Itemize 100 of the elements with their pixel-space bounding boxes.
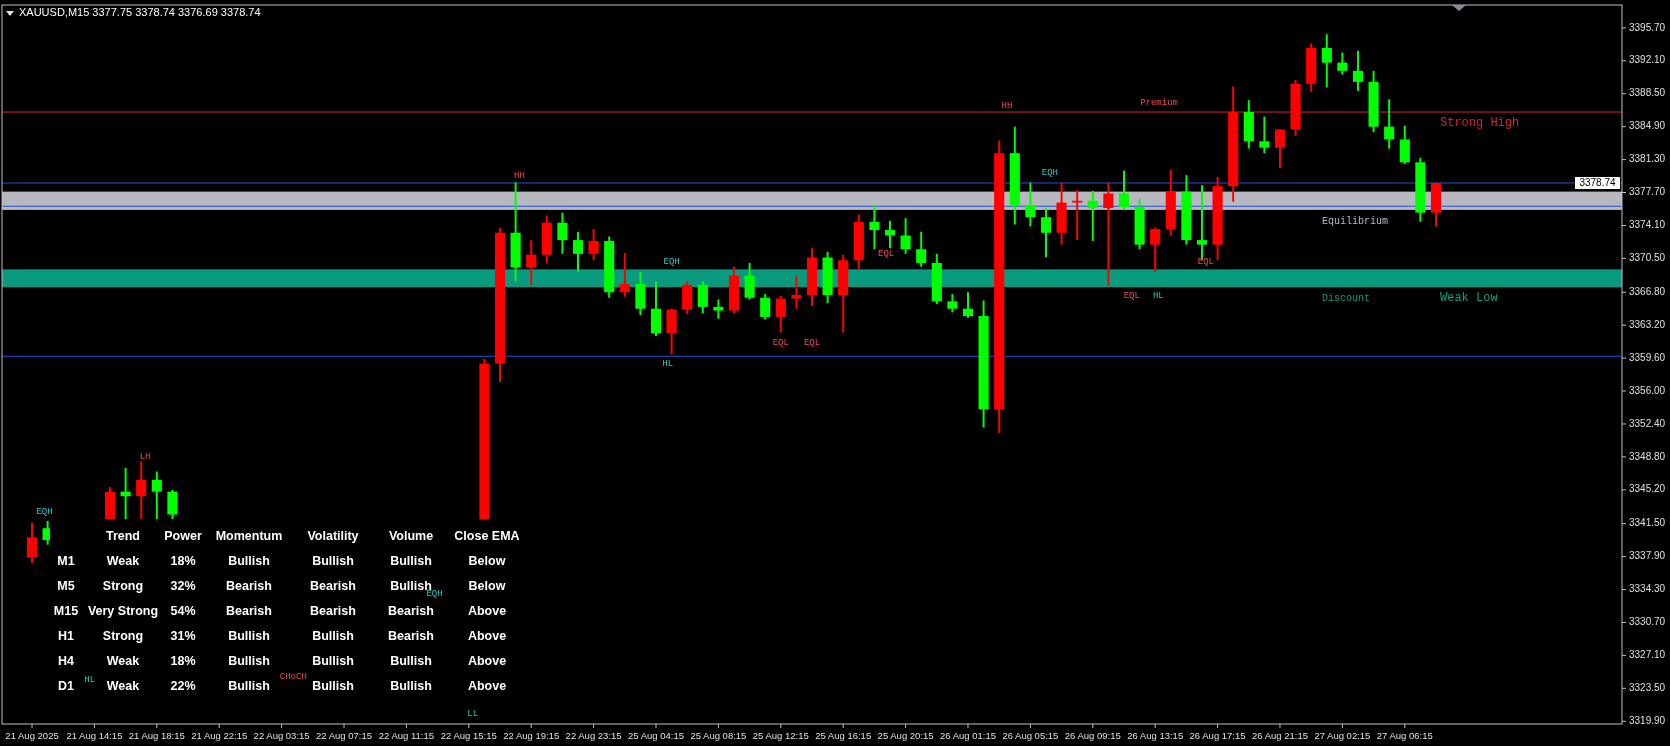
annotation: 18%: [170, 554, 196, 569]
annotation: LH: [139, 452, 151, 463]
candlestick: [572, 230, 584, 274]
annotation: 22%: [170, 679, 196, 694]
candlestick: [1118, 169, 1130, 211]
annotation: CHoCH: [279, 672, 307, 683]
annotation: LL: [467, 709, 479, 720]
y-tick-label: 3330.70: [1629, 616, 1666, 628]
candlestick: [1040, 207, 1052, 259]
candlestick: [697, 280, 708, 315]
x-tick-label: 25 Aug 08:15: [690, 730, 747, 741]
candlestick: [775, 294, 786, 334]
x-tick-label: 25 Aug 20:15: [877, 730, 934, 741]
candlestick: [1274, 128, 1286, 169]
annotation: D1: [58, 679, 75, 694]
y-tick-label: 3359.60: [1629, 351, 1666, 363]
y-tick-label: 3348.80: [1629, 450, 1666, 462]
candlestick: [760, 293, 771, 321]
y-tick-label: 3392.10: [1629, 54, 1666, 66]
annotation: HL: [84, 675, 96, 686]
annotation: Bearish: [310, 579, 356, 594]
annotation: EQH: [426, 589, 443, 600]
y-tick-label: 3384.90: [1629, 120, 1666, 132]
candlestick: [1103, 181, 1114, 287]
x-tick-label: 26 Aug 01:15: [939, 730, 996, 741]
x-tick-label: 26 Aug 21:15: [1251, 730, 1308, 741]
candlestick: [666, 307, 677, 356]
annotation: Bearish: [388, 604, 434, 619]
y-tick-label: 3370.50: [1629, 252, 1666, 264]
y-tick-label: 3327.10: [1629, 649, 1666, 661]
x-tick-label: 27 Aug 06:15: [1376, 730, 1433, 741]
candlestick: [1399, 124, 1410, 166]
band-label: Equilibrium: [1322, 215, 1389, 227]
candlestick: [1337, 51, 1348, 76]
candlestick: [947, 293, 958, 314]
annotation: Volatility: [307, 529, 359, 544]
chart-title: XAUUSD,M15 3377.75 3378.74 3376.69 3378.74: [19, 6, 261, 18]
annotation: Premium: [1140, 98, 1178, 109]
y-tick-label: 3356.00: [1629, 384, 1666, 396]
annotation: HL: [662, 359, 674, 370]
annotation: 31%: [170, 629, 196, 644]
x-tick-label: 26 Aug 05:15: [1002, 730, 1059, 741]
y-tick-label: 3363.20: [1629, 318, 1666, 330]
annotation: HH: [514, 171, 525, 182]
annotation: Bullish: [312, 654, 354, 669]
y-tick-label: 3377.70: [1629, 186, 1666, 198]
candlestick: [136, 460, 147, 521]
candlestick: [791, 274, 802, 310]
annotation: Below: [468, 554, 506, 569]
annotation: Volume: [388, 529, 434, 544]
candlestick: [167, 488, 178, 521]
annotation: Power: [164, 529, 202, 544]
band-label: Discount: [1322, 292, 1371, 304]
annotation: H1: [58, 629, 75, 644]
x-tick-label: 22 Aug 15:15: [440, 730, 497, 741]
annotation: EQL: [772, 338, 789, 349]
annotation: M1: [57, 554, 75, 569]
annotation: 3378.74: [1579, 176, 1617, 188]
annotation: Very Strong: [87, 604, 159, 619]
x-tick-label: 21 Aug 18:15: [128, 730, 185, 741]
candlestick: [1025, 181, 1036, 228]
annotation: H4: [58, 654, 75, 669]
y-tick-label: 3345.20: [1629, 483, 1666, 495]
candlestick: [588, 228, 599, 262]
annotation: Above: [467, 604, 507, 619]
annotation: Bullish: [390, 654, 432, 669]
x-tick-label: 22 Aug 19:15: [503, 730, 560, 741]
annotation: HL: [1152, 291, 1164, 302]
candlestick: [1259, 115, 1270, 155]
ref-line-label: Strong High: [1440, 116, 1520, 131]
annotation: 18%: [170, 654, 196, 669]
annotation: EQL: [1123, 291, 1140, 302]
x-tick-label: 21 Aug 2025: [5, 730, 59, 741]
candlestick: [1087, 189, 1098, 243]
candlestick: [713, 298, 724, 320]
annotation: Bullish: [228, 679, 270, 694]
x-tick-label: 25 Aug 12:15: [752, 730, 809, 741]
candlestick: [916, 230, 927, 268]
annotation: Below: [468, 579, 506, 594]
y-tick-label: 3352.40: [1629, 417, 1666, 429]
candlestick: [1150, 226, 1161, 274]
x-tick-label: 26 Aug 09:15: [1064, 730, 1121, 741]
x-tick-label: 25 Aug 04:15: [628, 730, 685, 741]
annotation: Bearish: [226, 579, 272, 594]
y-tick-label: 3341.50: [1629, 517, 1666, 529]
annotation: Bearish: [310, 604, 356, 619]
annotation: M15: [53, 604, 79, 619]
annotation: Bullish: [312, 629, 354, 644]
x-tick-label: 27 Aug 02:15: [1314, 730, 1371, 741]
annotation: EQL: [1197, 257, 1214, 268]
annotation: Strong: [102, 629, 144, 644]
ref-line-label: Weak Low: [1440, 290, 1499, 305]
annotation: HH: [1001, 101, 1013, 112]
x-tick-label: 25 Aug 16:15: [815, 730, 872, 741]
candlestick: [884, 219, 896, 250]
x-tick-label: 21 Aug 22:15: [191, 730, 248, 741]
annotation: Above: [467, 679, 507, 694]
y-tick-label: 3337.90: [1629, 550, 1666, 562]
annotation: Weak: [106, 679, 140, 694]
annotation: M5: [57, 579, 75, 594]
